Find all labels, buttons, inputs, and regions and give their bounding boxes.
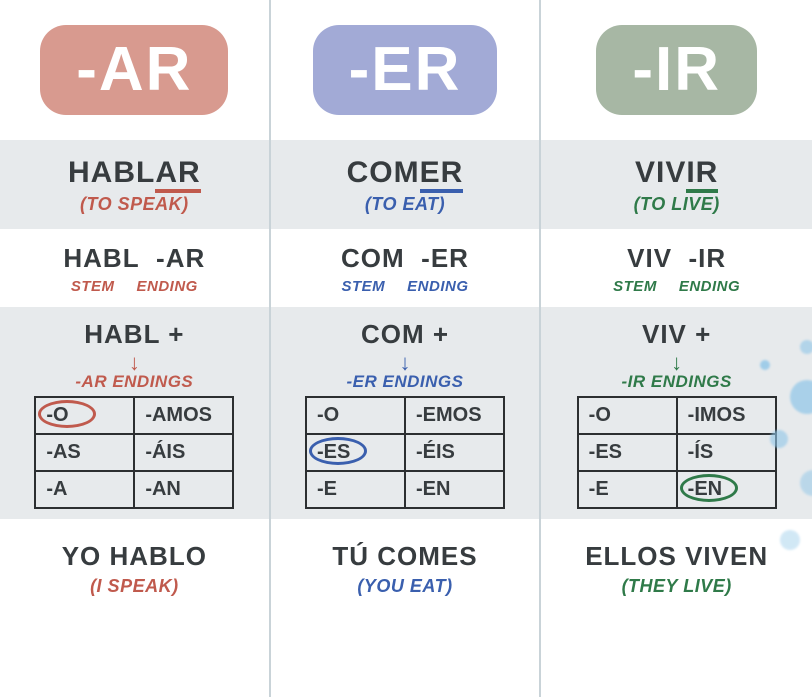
- infinitive-translation: (TO SPEAK): [0, 194, 269, 215]
- stem-ending-row: HABL -AR STEM ENDING: [0, 229, 269, 307]
- stem-plus: HABL +: [84, 319, 184, 350]
- split-ending: -ER: [421, 243, 469, 273]
- example-row: ELLOS VIVEN (THEY LIVE): [541, 519, 812, 617]
- header-pill-wrap: -AR: [0, 0, 269, 140]
- ending-cell: -E: [578, 471, 677, 508]
- circled-ending-icon: [38, 400, 96, 428]
- column-ir: -IRVIVIR(TO LIVE)VIV -IRSTEMENDINGVIV +↓…: [541, 0, 812, 697]
- circled-ending-icon: [309, 437, 367, 465]
- endings-label: -AR ENDINGS: [75, 372, 193, 392]
- endings-section: VIV +↓-IR ENDINGS -O-IMOS-ES-ÍS-E-EN: [541, 307, 812, 519]
- stem-label: STEM: [71, 278, 115, 295]
- ending-cell: -O: [35, 397, 134, 434]
- stem-plus: COM +: [361, 319, 449, 350]
- infinitive-word: COMER: [271, 156, 540, 190]
- ending-cell: -ÁIS: [134, 434, 233, 471]
- infinitive-row: VIVIR(TO LIVE): [541, 140, 812, 229]
- split-stem: VIV: [627, 243, 672, 273]
- ending-cell: -O: [578, 397, 677, 434]
- example-sentence: TÚ COMES: [271, 541, 540, 572]
- arrow-down-icon: ↓: [671, 352, 682, 374]
- endings-section: COM +↓-ER ENDINGS -O-EMOS-ES-ÉIS-E-EN: [271, 307, 540, 519]
- ending-label: ENDING: [679, 278, 740, 295]
- split-stem: HABL: [63, 243, 139, 273]
- ending-cell: -ÉIS: [405, 434, 504, 471]
- infinitive-word: HABLAR: [0, 156, 269, 190]
- ending-cell: -AS: [35, 434, 134, 471]
- header-pill-wrap: -ER: [271, 0, 540, 140]
- infinitive-row: HABLAR(TO SPEAK): [0, 140, 269, 229]
- example-translation: (I SPEAK): [0, 576, 269, 597]
- ending-cell: -EN: [677, 471, 776, 508]
- example-translation: (YOU EAT): [271, 576, 540, 597]
- stem-ending-labels: STEM ENDING: [271, 278, 540, 295]
- infinitive-stem: VIV: [635, 156, 686, 189]
- arrow-down-icon: ↓: [399, 352, 410, 374]
- paint-splatter-icon: [770, 430, 788, 448]
- ending-cell: -E: [306, 471, 405, 508]
- ending-cell: -A: [35, 471, 134, 508]
- ending-cell: -ÍS: [677, 434, 776, 471]
- infinitive-translation: (TO LIVE): [541, 194, 812, 215]
- endings-section: HABL +↓-AR ENDINGS -O-AMOS-AS-ÁIS-A-AN: [0, 307, 269, 519]
- header-pill: -ER: [313, 25, 498, 115]
- example-row: TÚ COMES (YOU EAT): [271, 519, 540, 617]
- ending-cell: -O: [306, 397, 405, 434]
- header-pill: -IR: [596, 25, 757, 115]
- stem-ending-line: COM -ER: [271, 243, 540, 274]
- arrow-down-icon: ↓: [129, 352, 140, 374]
- column-er: -ERCOMER(TO EAT)COM -ERSTEMENDINGCOM +↓-…: [271, 0, 542, 697]
- infinitive-word: VIVIR: [541, 156, 812, 190]
- stem-ending-labels: STEM ENDING: [0, 278, 269, 295]
- split-stem: COM: [341, 243, 405, 273]
- ending-label: ENDING: [407, 278, 468, 295]
- stem-ending-line: VIV -IR: [541, 243, 812, 274]
- header-pill: -AR: [40, 25, 228, 115]
- example-row: YO HABLO (I SPEAK): [0, 519, 269, 617]
- column-ar: -ARHABLAR(TO SPEAK)HABL -ARSTEMENDINGHAB…: [0, 0, 271, 697]
- ending-cell: -AN: [134, 471, 233, 508]
- paint-splatter-icon: [760, 360, 770, 370]
- stem-ending-row: VIV -IR STEM ENDING: [541, 229, 812, 307]
- example-sentence: YO HABLO: [0, 541, 269, 572]
- infinitive-row: COMER(TO EAT): [271, 140, 540, 229]
- endings-table: -O-IMOS-ES-ÍS-E-EN: [577, 396, 777, 509]
- ending-cell: -EMOS: [405, 397, 504, 434]
- infinitive-ending-underlined: AR: [155, 156, 200, 193]
- stem-label: STEM: [341, 278, 385, 295]
- stem-label: STEM: [613, 278, 657, 295]
- example-translation: (THEY LIVE): [541, 576, 812, 597]
- endings-label: -IR ENDINGS: [621, 372, 731, 392]
- infinitive-stem: COM: [347, 156, 420, 189]
- paint-splatter-icon: [800, 340, 812, 354]
- example-sentence: ELLOS VIVEN: [541, 541, 812, 572]
- paint-splatter-icon: [780, 530, 800, 550]
- infinitive-stem: HABL: [68, 156, 155, 189]
- endings-label: -ER ENDINGS: [347, 372, 464, 392]
- infinitive-ending-underlined: IR: [686, 156, 718, 193]
- ending-cell: -EN: [405, 471, 504, 508]
- stem-ending-labels: STEM ENDING: [541, 278, 812, 295]
- ending-label: ENDING: [136, 278, 197, 295]
- infinitive-ending-underlined: ER: [420, 156, 464, 193]
- split-ending: -IR: [689, 243, 727, 273]
- circled-ending-icon: [680, 474, 738, 502]
- ending-cell: -IMOS: [677, 397, 776, 434]
- endings-table: -O-EMOS-ES-ÉIS-E-EN: [305, 396, 505, 509]
- ending-cell: -ES: [578, 434, 677, 471]
- split-ending: -AR: [156, 243, 205, 273]
- endings-table: -O-AMOS-AS-ÁIS-A-AN: [34, 396, 234, 509]
- stem-ending-row: COM -ER STEM ENDING: [271, 229, 540, 307]
- stem-ending-line: HABL -AR: [0, 243, 269, 274]
- stem-plus: VIV +: [642, 319, 711, 350]
- conjugation-grid: -ARHABLAR(TO SPEAK)HABL -ARSTEMENDINGHAB…: [0, 0, 812, 697]
- ending-cell: -AMOS: [134, 397, 233, 434]
- ending-cell: -ES: [306, 434, 405, 471]
- infinitive-translation: (TO EAT): [271, 194, 540, 215]
- header-pill-wrap: -IR: [541, 0, 812, 140]
